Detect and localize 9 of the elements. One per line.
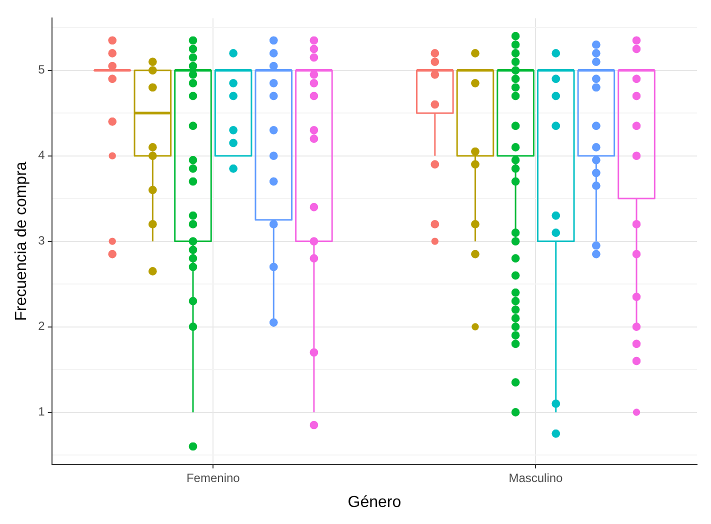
y-axis-title: Frecuencia de compra (13, 162, 30, 321)
y-tick-label: 2 (38, 319, 46, 334)
x-tick-label: Femenino (186, 470, 240, 485)
y-tick-label: 3 (38, 234, 46, 248)
x-tick-label: Masculino (508, 470, 564, 485)
y-tick-label: 1 (38, 404, 46, 419)
y-tick-label: 5 (38, 62, 46, 77)
y-tick-label: 4 (38, 148, 46, 162)
x-axis-title: Género (348, 494, 402, 511)
